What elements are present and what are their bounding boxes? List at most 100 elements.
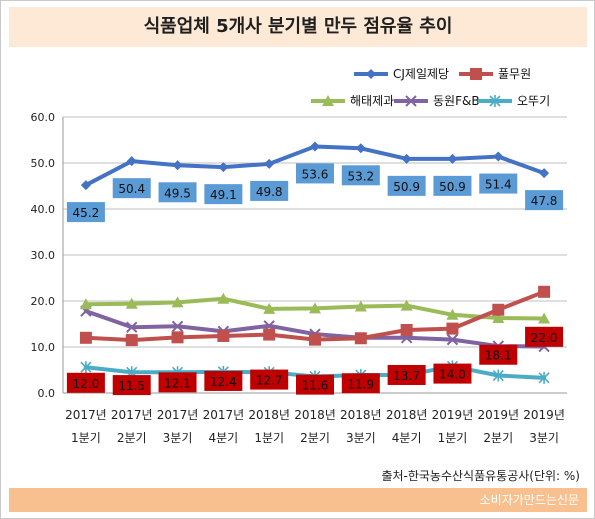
data-label-box [112, 178, 151, 199]
data-point [263, 328, 276, 341]
x-tick-label: 2017년 [157, 408, 199, 422]
data-point [309, 302, 321, 314]
data-label: 12.0 [73, 377, 100, 391]
title-bar: 식품업체 5개사 분기별 만두 점유율 추이 [9, 7, 587, 47]
data-label: 49.1 [210, 188, 237, 202]
x-tick-label: 2018년 [294, 408, 336, 422]
legend-label: 오뚜기 [517, 94, 550, 108]
data-label-box [525, 190, 564, 211]
data-label: 12.1 [164, 376, 191, 390]
data-point [309, 333, 321, 346]
x-tick-label: 2분기 [117, 431, 147, 445]
data-label: 18.1 [485, 349, 512, 363]
data-point [492, 369, 504, 382]
data-point [538, 285, 551, 298]
x-tick-label: 4분기 [209, 431, 239, 445]
x-tick-label: 2분기 [300, 431, 330, 445]
x-tick-label: 2018년 [386, 408, 428, 422]
x-tick-label: 2018년 [340, 408, 382, 422]
data-point [171, 320, 184, 333]
data-point [171, 296, 184, 308]
data-point [355, 143, 366, 154]
data-label-box [433, 175, 472, 196]
x-tick-label: 2017년 [65, 408, 107, 422]
data-point [125, 297, 138, 309]
data-label-box [387, 175, 426, 196]
data-point [446, 322, 459, 335]
data-point [493, 151, 504, 162]
brand-label: 소비자가만드는신문 [479, 493, 579, 507]
x-tick-label: 3분기 [163, 431, 193, 445]
data-label-box [250, 369, 289, 390]
data-point [400, 299, 413, 311]
x-tick-label: 2019년 [477, 408, 519, 422]
data-label-box [433, 363, 472, 384]
source-note: 출처-한국농수산식품유통공사(단위: %) [381, 469, 580, 483]
data-point [126, 156, 137, 167]
data-label: 49.8 [256, 185, 283, 199]
data-label-box [204, 370, 243, 391]
footer-bar: 소비자가만드는신문 [9, 488, 587, 512]
data-label-box [479, 173, 518, 194]
x-tick-label: 3분기 [529, 431, 559, 445]
x-tick-label: 2017년 [111, 408, 153, 422]
data-label: 12.4 [210, 375, 237, 389]
data-point [447, 153, 458, 164]
data-label: 50.9 [439, 180, 466, 194]
y-tick-label: 20.0 [31, 295, 56, 308]
y-tick-label: 60.0 [31, 111, 56, 124]
data-point [354, 300, 367, 312]
line-chart: 0.0 10.0 20.0 30.0 40.0 50.0 60.0 2017년 1분기 2017년… [31, 67, 567, 445]
data-point [538, 371, 550, 384]
data-point [218, 162, 229, 173]
x-tick-label: 1분기 [254, 431, 284, 445]
data-point [79, 331, 92, 344]
data-point [217, 329, 230, 342]
legend-label: 해태제과 [350, 94, 394, 108]
data-label: 47.8 [531, 194, 558, 208]
legend-label: CJ제일제당 [393, 67, 449, 81]
data-label: 53.6 [302, 167, 329, 181]
data-label-box [250, 180, 289, 201]
data-label-box [341, 373, 380, 394]
data-label-box [112, 375, 151, 396]
data-point [80, 361, 92, 374]
legend-item: 동원F&B [394, 94, 480, 108]
legend-marker [470, 68, 482, 80]
data-label-box [525, 326, 564, 347]
data-label-box [296, 374, 334, 395]
data-labels: 45.2 50.4 49.5 49.1 49.8 53.6 53.2 50.9 50.9 51.4… [66, 163, 564, 396]
data-label-box [341, 165, 380, 186]
legend-marker [489, 95, 501, 107]
data-point [539, 168, 550, 179]
data-point [172, 160, 183, 171]
x-tick-label: 4분기 [392, 431, 422, 445]
data-label-box [66, 202, 105, 223]
legend-label: 풀무원 [498, 67, 531, 81]
x-tick-label: 2017년 [203, 408, 245, 422]
x-tick-label: 1분기 [71, 431, 101, 445]
data-label: 22.0 [531, 331, 558, 345]
x-tick-label: 3분기 [346, 431, 376, 445]
data-label-box [479, 344, 518, 365]
data-label: 49.5 [164, 186, 191, 200]
data-label: 11.9 [347, 377, 374, 391]
data-label-box [158, 182, 197, 203]
data-point [310, 141, 320, 152]
legend-marker [405, 95, 417, 107]
data-label: 13.7 [393, 369, 420, 383]
data-point [80, 180, 91, 191]
data-label: 11.5 [118, 379, 145, 393]
axes: 0.0 10.0 20.0 30.0 40.0 50.0 60.0 2017년 1분기 2017년… [31, 111, 565, 445]
y-tick-label: 50.0 [31, 157, 56, 170]
chart-title: 식품업체 5개사 분기별 만두 점유율 추이 [143, 16, 453, 37]
data-point [263, 302, 276, 314]
y-tick-label: 0.0 [38, 387, 56, 400]
data-label: 50.9 [393, 180, 420, 194]
legend-label: 동원F&B [433, 94, 480, 108]
data-label-box [296, 163, 334, 184]
data-point [400, 323, 413, 336]
legend-item: 해태제과 [311, 94, 394, 108]
legend-item: CJ제일제당 [354, 67, 449, 81]
data-point [217, 292, 230, 304]
